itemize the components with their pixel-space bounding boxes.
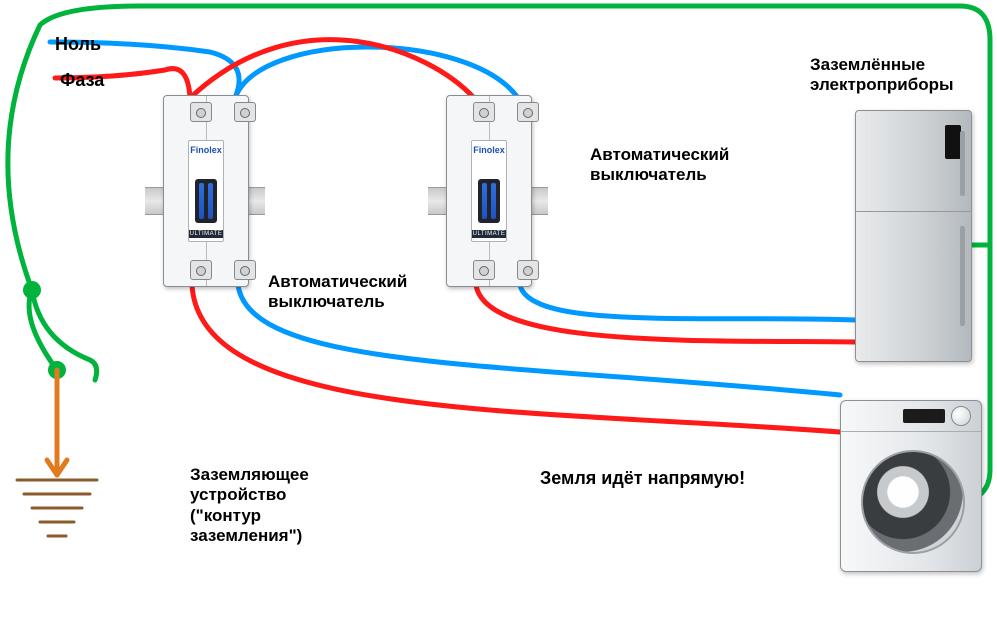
terminal-top-left xyxy=(473,102,495,122)
label-phase: Фаза xyxy=(60,70,104,92)
neutral-wire-link xyxy=(235,47,518,98)
toggle-right-icon[interactable] xyxy=(491,183,496,219)
soil-lines xyxy=(17,480,97,536)
label-appliances: Заземлённые электроприборы xyxy=(810,55,954,96)
breaker-body: Finolex ON ULTIMATE xyxy=(446,95,532,287)
breaker-subbrand: ULTIMATE xyxy=(472,230,506,238)
breaker-body: Finolex ON ULTIMATE xyxy=(163,95,249,287)
breaker-subbrand: ULTIMATE xyxy=(189,230,223,238)
label-breaker-1: Автоматический выключатель xyxy=(268,272,407,313)
toggle-right-icon[interactable] xyxy=(208,183,213,219)
terminal-bot-right xyxy=(234,260,256,280)
breaker-face: Finolex ON ULTIMATE xyxy=(188,140,224,242)
washer-dial-icon xyxy=(951,406,971,426)
terminal-bot-left xyxy=(190,260,212,280)
terminal-bot-right xyxy=(517,260,539,280)
circuit-breaker-1: Finolex ON ULTIMATE xyxy=(145,95,265,285)
toggle-left-icon[interactable] xyxy=(199,183,204,219)
circuit-breaker-2: Finolex ON ULTIMATE xyxy=(428,95,548,285)
terminal-top-right xyxy=(517,102,539,122)
label-breaker-2: Автоматический выключатель xyxy=(590,145,729,186)
label-ground-device: Заземляющее устройство ("контур заземлен… xyxy=(190,465,309,547)
washer-control-panel xyxy=(841,401,981,432)
toggle-left-icon[interactable] xyxy=(482,183,487,219)
terminal-top-left xyxy=(190,102,212,122)
fridge-handle xyxy=(960,131,965,196)
washer-display xyxy=(903,409,945,423)
label-neutral: Ноль xyxy=(55,34,101,56)
terminal-bot-left xyxy=(473,260,495,280)
breaker-brand: Finolex xyxy=(189,145,223,155)
ground-node xyxy=(23,281,41,299)
fridge-handle xyxy=(960,226,965,326)
label-ground-direct: Земля идёт напрямую! xyxy=(540,468,745,490)
breaker-face: Finolex ON ULTIMATE xyxy=(471,140,507,242)
phase-wire-b2-out xyxy=(476,285,856,342)
washing-machine-icon xyxy=(840,400,982,572)
neutral-wire-b2-out xyxy=(520,285,856,320)
terminal-top-right xyxy=(234,102,256,122)
breaker-brand: Finolex xyxy=(472,145,506,155)
breaker-switch[interactable] xyxy=(478,179,500,223)
breaker-switch[interactable] xyxy=(195,179,217,223)
washer-door-icon xyxy=(861,450,965,554)
fridge-icon xyxy=(855,110,972,362)
fridge-panel xyxy=(945,125,961,159)
